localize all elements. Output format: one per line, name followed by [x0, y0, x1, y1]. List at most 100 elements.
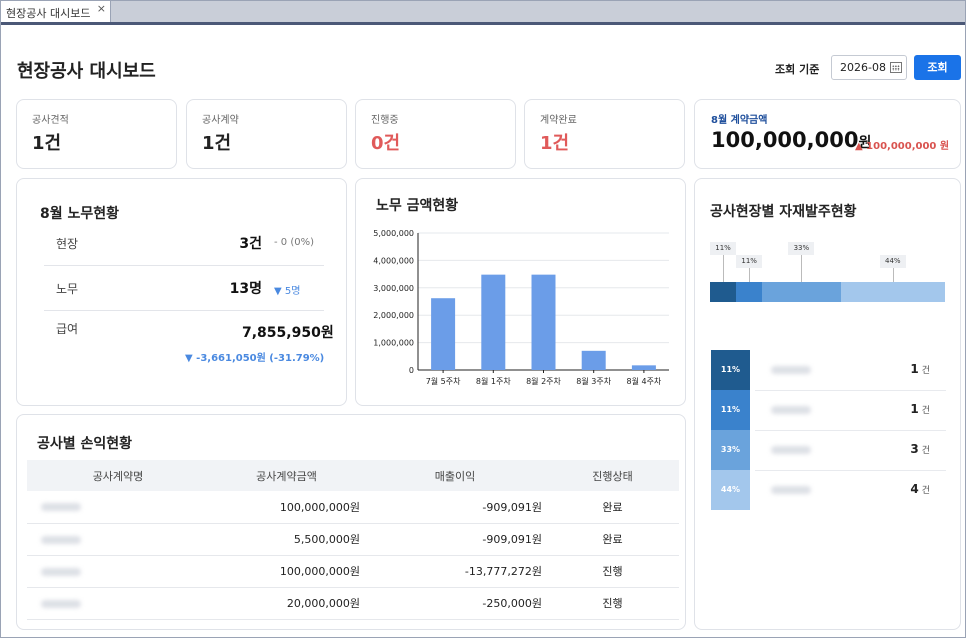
stat-value: 0건 — [371, 133, 401, 154]
y-tick-label: 3,000,000 — [373, 284, 414, 293]
bar[interactable] — [431, 298, 456, 370]
materials-stacked-bar — [710, 282, 945, 302]
date-input[interactable]: 2026-08 — [831, 55, 907, 80]
site-name-redacted — [771, 486, 811, 494]
contract-amount-cell: 5,500,000원 — [209, 523, 364, 556]
col-header: 공사계약금액 — [209, 460, 364, 491]
x-tick-label: 8월 2주차 — [526, 376, 561, 386]
bar[interactable] — [481, 274, 506, 370]
segment-callout-line — [723, 255, 725, 282]
labor-delta: ▼ 5명 — [274, 286, 301, 297]
y-tick-label: 2,000,000 — [373, 311, 414, 320]
labor-key: 현장 — [56, 237, 79, 251]
profit-cell: -909,091원 — [364, 491, 546, 524]
profit-card: 공사별 손익현황 공사계약명 공사계약금액 매출이익 진행상태 100,000,… — [16, 414, 686, 630]
page-title: 현장공사 대시보드 — [17, 61, 156, 82]
stat-label: 진행중 — [371, 115, 399, 126]
count-unit: 건 — [921, 486, 930, 496]
site-name-redacted — [771, 406, 811, 414]
contract-amount-cell: 20,000,000원 — [209, 587, 364, 620]
count-unit: 건 — [921, 446, 930, 456]
x-tick-label: 8월 3주차 — [576, 376, 611, 386]
contract-name-redacted — [41, 503, 81, 512]
stacked-segment[interactable] — [840, 282, 945, 302]
status-cell: 완료 — [546, 491, 679, 524]
contract-amount-unit: 원 — [858, 135, 872, 151]
contract-amount-delta: ▲ 100,000,000 원 — [855, 141, 950, 152]
stat-label: 계약완료 — [540, 115, 577, 126]
col-header: 공사계약명 — [27, 460, 209, 491]
contract-name-redacted — [41, 599, 81, 608]
materials-swatch: 11% — [711, 350, 750, 390]
close-icon[interactable]: × — [96, 2, 106, 15]
col-header: 진행상태 — [546, 460, 679, 491]
contract-amount-cell: 100,000,000원 — [209, 491, 364, 524]
bar[interactable] — [631, 365, 656, 370]
site-name-redacted — [771, 366, 811, 374]
stacked-segment[interactable] — [736, 282, 763, 302]
materials-title: 공사현장별 자재발주현황 — [710, 204, 857, 220]
labor-status-card: 8월 노무현황 현장 3건 - 0 (0%) 노무 13명 ▼ 5명 급여 7,… — [16, 178, 347, 406]
date-label: 조회 기준 — [775, 63, 820, 76]
table-row[interactable]: 5,500,000원 -909,091원 완료 — [27, 523, 679, 556]
table-row[interactable]: 100,000,000원 -13,777,272원 진행 — [27, 555, 679, 588]
profit-cell: -250,000원 — [364, 587, 546, 620]
stat-card-estimate: 공사견적 1건 — [16, 99, 177, 169]
table-row[interactable]: 20,000,000원 -250,000원 진행 — [27, 587, 679, 620]
x-tick-label: 7월 5주차 — [426, 376, 461, 386]
tab-dashboard[interactable]: 현장공사 대시보드 × — [1, 1, 111, 22]
search-button[interactable]: 조회 — [914, 55, 961, 80]
contract-name-redacted — [41, 535, 81, 544]
stacked-segment[interactable] — [710, 282, 737, 302]
labor-delta: - 0 (0%) — [274, 237, 314, 248]
contract-amount-card: 8월 계약금액 100,000,000원 ▲ 100,000,000 원 — [694, 99, 961, 169]
labor-row-workers: 노무 13명 ▼ 5명 — [44, 267, 324, 311]
labor-row-site: 현장 3건 - 0 (0%) — [44, 222, 324, 266]
segment-callout-line — [801, 255, 803, 282]
materials-callouts: 11% 11% 33% 44% — [710, 242, 945, 282]
stat-label: 공사계약 — [202, 115, 239, 126]
segment-callout-line — [749, 268, 751, 282]
labor-key: 노무 — [56, 282, 79, 296]
profit-cell: -13,777,272원 — [364, 555, 546, 588]
segment-callout-label: 11% — [710, 242, 737, 255]
date-value: 2026-08 — [840, 61, 886, 74]
stat-card-completed: 계약완료 1건 — [524, 99, 685, 169]
status-cell: 진행 — [546, 555, 679, 588]
x-tick-label: 8월 4주차 — [626, 376, 661, 386]
labor-status-title: 8월 노무현황 — [40, 206, 120, 222]
stat-value: 1건 — [540, 133, 570, 154]
labor-amount-title: 노무 금액현황 — [376, 198, 459, 214]
labor-pay-delta: ▼ -3,661,050원 (-31.79%) — [185, 353, 325, 364]
profit-cell: -909,091원 — [364, 523, 546, 556]
tab-bar: 현장공사 대시보드 × — [1, 1, 965, 25]
materials-swatch: 33% — [711, 430, 750, 470]
profit-table: 공사계약명 공사계약금액 매출이익 진행상태 100,000,000원 -909… — [27, 460, 679, 620]
status-cell: 진행 — [546, 587, 679, 620]
stat-value: 1건 — [202, 133, 232, 154]
stat-card-in-progress: 진행중 0건 — [355, 99, 516, 169]
stat-label: 공사견적 — [32, 115, 69, 126]
labor-pay-value: 7,855,950원 — [242, 325, 334, 341]
calendar-icon[interactable] — [890, 62, 902, 73]
y-tick-label: 1,000,000 — [373, 339, 414, 348]
col-header: 매출이익 — [364, 460, 546, 491]
table-row[interactable]: 100,000,000원 -909,091원 완료 — [27, 491, 679, 524]
materials-swatch: 44% — [711, 470, 750, 510]
contract-amount-value: 100,000,000원 — [711, 128, 872, 152]
stat-value: 1건 — [32, 133, 62, 154]
site-name-redacted — [771, 446, 811, 454]
contract-amount-label: 8월 계약금액 — [711, 115, 768, 126]
segment-callout-label: 11% — [736, 255, 763, 268]
bar[interactable] — [581, 350, 606, 370]
stacked-segment[interactable] — [762, 282, 841, 302]
bar[interactable] — [531, 274, 556, 370]
